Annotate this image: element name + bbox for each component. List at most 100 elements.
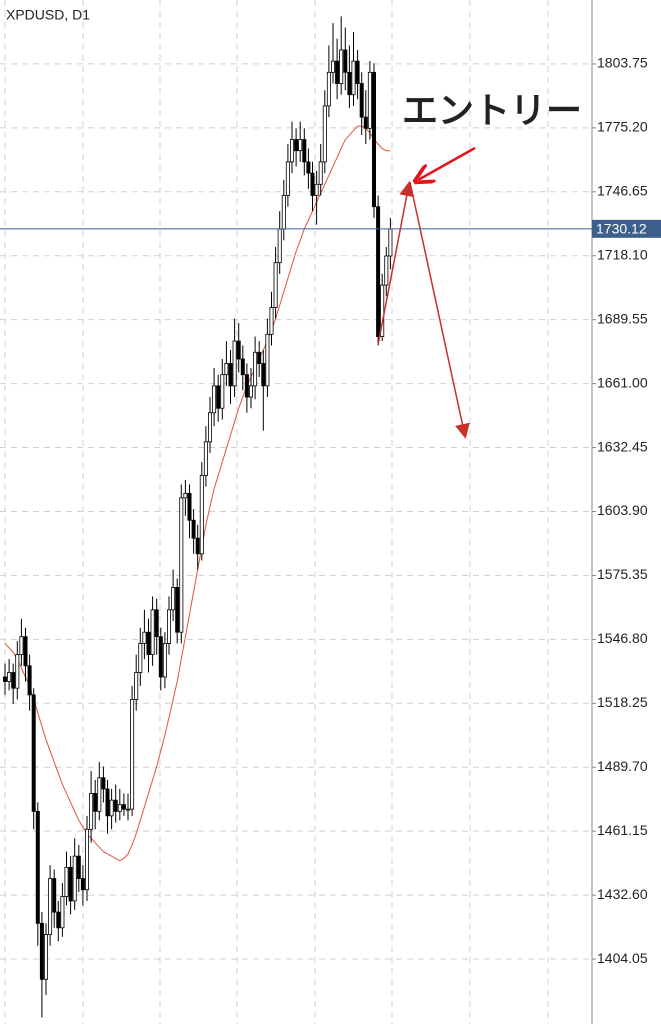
candle-body	[314, 183, 319, 196]
y-tick-label: 1546.80	[597, 630, 648, 646]
candle-body	[195, 537, 200, 555]
candle-body	[240, 358, 245, 376]
candle-body	[80, 878, 85, 891]
candle-body	[15, 654, 20, 689]
candle-body	[117, 804, 122, 812]
candle-body	[207, 412, 212, 443]
candle-body	[347, 71, 352, 96]
candle-body	[343, 49, 348, 73]
candle-body	[76, 855, 81, 879]
y-tick-label: 1632.45	[597, 438, 648, 454]
candle-body	[19, 636, 24, 655]
candle-body	[166, 609, 171, 644]
candle-body	[257, 351, 262, 364]
candle-body	[134, 672, 139, 700]
candle-body	[351, 60, 356, 96]
annotation: エントリー	[402, 90, 582, 131]
candle-body	[97, 777, 102, 812]
candle-body	[216, 385, 221, 409]
y-tick-label: 1432.60	[597, 886, 648, 902]
candle-body	[384, 255, 389, 286]
y-tick-label: 1775.20	[597, 119, 648, 135]
candle-body	[191, 519, 196, 539]
candle-body	[64, 866, 69, 897]
candle-body	[367, 71, 372, 129]
y-tick-label: 1489.70	[597, 758, 648, 774]
candle-body	[11, 672, 16, 689]
candle-body	[35, 810, 40, 924]
chart-title: XPDUSD, D1	[6, 7, 90, 23]
candle-body	[261, 363, 266, 387]
candle-body	[179, 497, 184, 633]
current-price-box	[592, 219, 661, 238]
candle-body	[330, 60, 335, 73]
candle-body	[212, 385, 217, 414]
candle-body	[56, 911, 61, 929]
candle-body	[27, 665, 32, 696]
candle-body	[85, 828, 90, 891]
candle-body	[326, 71, 331, 107]
candle-body	[175, 587, 180, 633]
candle-body	[306, 161, 311, 174]
candle-body	[298, 139, 303, 152]
candle-body	[130, 698, 135, 810]
candle-body	[224, 363, 229, 376]
candle-body	[171, 587, 176, 611]
y-tick-label: 1661.00	[597, 374, 648, 390]
candle-body	[269, 307, 274, 335]
candle-body	[154, 609, 159, 638]
candle-body	[60, 896, 65, 929]
candle-body	[44, 934, 49, 980]
candle-body	[187, 492, 192, 521]
candle-body	[318, 161, 323, 185]
candle-body	[248, 385, 253, 398]
y-tick-label: 1461.15	[597, 822, 648, 838]
y-tick-label: 1746.65	[597, 183, 648, 199]
candle-body	[199, 475, 204, 555]
candle-body	[150, 609, 155, 655]
candle-body	[220, 374, 225, 409]
candle-body	[322, 105, 327, 163]
y-tick-label: 1689.55	[597, 310, 648, 326]
candle-body	[244, 374, 249, 398]
candle-body	[281, 195, 286, 230]
candle-body	[68, 866, 73, 902]
candle-body	[253, 351, 258, 387]
y-tick-label: 1718.10	[597, 246, 648, 262]
candle-body	[121, 804, 126, 810]
candle-body	[138, 643, 143, 673]
candle-body	[158, 636, 163, 678]
candle-body	[3, 676, 8, 682]
y-tick-label: 1803.75	[597, 55, 648, 71]
time-grid	[4, 0, 549, 1024]
candle-body	[93, 793, 98, 812]
candle-body	[72, 855, 77, 902]
candle-body	[146, 631, 151, 655]
candle-body	[302, 139, 307, 163]
candle-body	[23, 636, 28, 667]
candle-body	[203, 441, 208, 476]
candle-body	[335, 60, 340, 84]
candle-body	[388, 228, 393, 257]
candle-body	[355, 60, 360, 84]
candle-body	[31, 694, 36, 812]
candle-body	[48, 878, 53, 935]
candle-body	[371, 71, 376, 208]
y-tick-label: 1603.90	[597, 502, 648, 518]
candle-body	[142, 631, 147, 644]
candle-body	[7, 672, 12, 682]
candle-body	[277, 228, 282, 264]
candle-body	[285, 161, 290, 196]
candle-body	[183, 492, 188, 499]
candle-body	[109, 799, 114, 817]
candle-body	[310, 172, 315, 196]
candle-body	[359, 83, 364, 118]
candle-body	[113, 799, 118, 812]
candle-body	[39, 922, 44, 980]
y-tick-label: 1518.25	[597, 694, 648, 710]
moving-average	[4, 125, 391, 862]
candle-body	[339, 49, 344, 84]
candle-body	[363, 116, 368, 129]
plot	[0, 16, 592, 1018]
